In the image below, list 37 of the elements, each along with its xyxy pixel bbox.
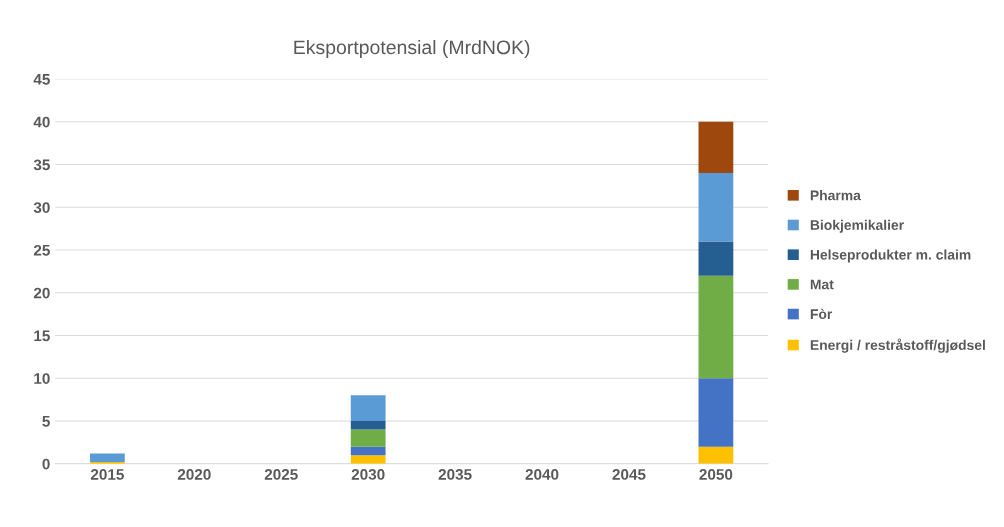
y-tick-label: 15 <box>34 330 50 342</box>
legend-label: Pharma <box>810 190 861 201</box>
legend-label: Energi / restråstoff/gjødsel <box>810 338 985 353</box>
bar <box>698 121 734 174</box>
y-tick-label: 35 <box>33 159 50 171</box>
y-tick-label: 40 <box>33 116 50 128</box>
x-tick-label: 2035 <box>438 469 472 480</box>
y-tick-label: 25 <box>33 244 50 256</box>
legend-label: Fòr <box>810 308 833 320</box>
x-tick-label: 2020 <box>177 469 211 480</box>
legend-label: Helseprodukter m. claim <box>810 249 971 263</box>
bar <box>350 446 386 456</box>
x-tick-label: 2045 <box>612 469 646 480</box>
bar <box>350 421 386 430</box>
bar <box>698 275 734 379</box>
bar <box>350 395 386 422</box>
x-tick-label: 2025 <box>264 469 298 480</box>
legend-label: Mat <box>810 279 834 290</box>
x-tick-label: 2030 <box>351 469 385 480</box>
chart-title: Eksportpotensial (MrdNOK) <box>294 39 530 59</box>
bar <box>350 455 386 464</box>
bar <box>698 173 734 242</box>
bar <box>350 429 386 447</box>
x-tick-label: 2050 <box>699 469 733 480</box>
bar <box>698 241 734 276</box>
x-tick-label: 2015 <box>90 469 124 480</box>
x-tick-label: 2040 <box>525 469 559 480</box>
y-tick-label: 30 <box>33 202 50 213</box>
legend-label: Biokjemikalier <box>810 219 904 233</box>
bar <box>698 446 734 464</box>
y-tick-label: 5 <box>42 416 50 427</box>
y-tick-label: 10 <box>34 373 50 384</box>
y-tick-label: 0 <box>42 458 50 470</box>
bar <box>698 378 734 447</box>
bar <box>89 453 125 463</box>
y-tick-label: 45 <box>33 74 50 85</box>
y-tick-label: 20 <box>33 287 50 299</box>
